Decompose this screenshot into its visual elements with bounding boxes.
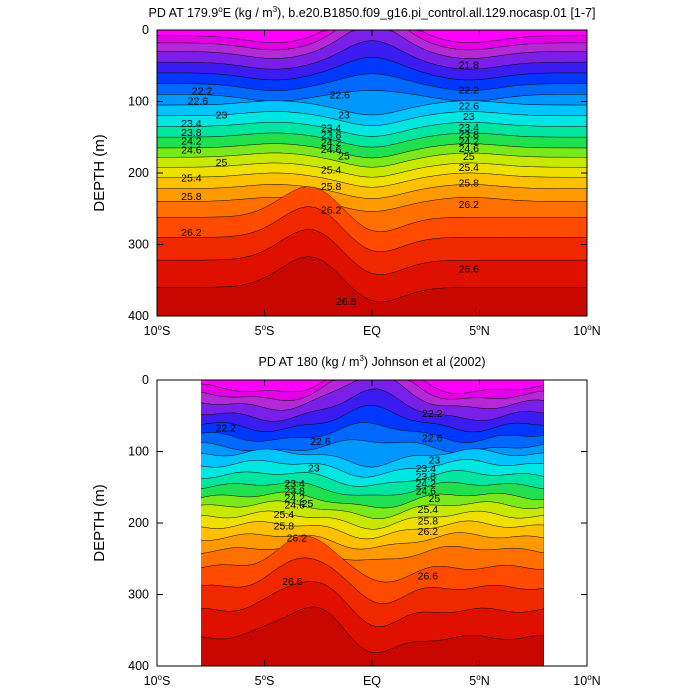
contour-label: 23.4 (416, 463, 437, 475)
contour-label: 25.8 (274, 520, 295, 532)
contour-label: 25 (338, 150, 350, 162)
contour-label: 23.4 (181, 118, 202, 130)
y-tick-label: 0 (142, 373, 149, 387)
contour-label: 26.2 (459, 199, 480, 211)
y-tick-label: 100 (128, 445, 149, 459)
panel-2-title: PD AT 180 (kg / m3) Johnson et al (2002) (258, 354, 485, 369)
contour-label: 25.8 (459, 177, 480, 189)
panel-1-y-axis-label: DEPTH (m) (91, 134, 108, 212)
contour-label: 22.6 (188, 95, 209, 107)
contour-label: 22.2 (216, 422, 237, 434)
y-tick-label: 200 (128, 516, 149, 530)
panel-1-contour-fill (157, 30, 587, 316)
contour-label: 26.6 (418, 570, 439, 582)
x-tick-label: 5oS (255, 673, 275, 688)
contour-label: 25.4 (459, 162, 480, 174)
x-tick-label: 10oS (144, 673, 171, 688)
contour-label: 25.4 (418, 504, 439, 516)
contour-label: 24.6 (321, 144, 342, 156)
contour-label: 22.2 (192, 85, 213, 97)
contour-label: 21.8 (459, 60, 480, 72)
y-tick-label: 300 (128, 588, 149, 602)
contour-label: 23 (463, 111, 475, 123)
x-tick-label: EQ (363, 674, 381, 688)
contour-label: 23.4 (321, 122, 342, 134)
contour-label: 22.2 (422, 408, 443, 420)
y-tick-label: 400 (128, 309, 149, 323)
x-tick-label: 5oN (469, 673, 489, 688)
panel-1-axes: 10oS 5oS EQ 5oN 10oN 0 100 200 300 400 (128, 23, 601, 338)
contour-label: 26.6 (459, 263, 480, 275)
contour-label: 24.2 (459, 136, 480, 148)
contour-label: 26.2 (287, 532, 308, 544)
contour-label: 23.8 (181, 127, 202, 139)
contour-label: 26.2 (181, 227, 202, 239)
contour-label: 24.2 (181, 135, 202, 147)
y-tick-label: 0 (142, 23, 149, 37)
contour-label: 25.4 (321, 165, 342, 177)
contour-label: 26.2 (321, 205, 342, 217)
contour-label: 24.2 (416, 478, 437, 490)
contour-label: 22.6 (330, 90, 351, 102)
contour-label: 26.8 (336, 296, 357, 308)
contour-label: 23.8 (416, 471, 437, 483)
contour-band (201, 606, 544, 666)
contour-label: 22.2 (459, 85, 480, 97)
contour-label: 23.4 (459, 122, 480, 134)
contour-label: 25.8 (181, 191, 202, 203)
contour-label: 24.2 (321, 137, 342, 149)
contour-label: 24.6 (181, 145, 202, 157)
contour-label: 23 (429, 455, 441, 467)
panel-2-axes: 10oS 5oS EQ 5oN 10oN 0 100 200 300 400 (128, 373, 601, 688)
y-tick-label: 100 (128, 95, 149, 109)
contour-label: 22.6 (459, 100, 480, 112)
panel-2-contour-labels: 22.222.222.622.6232323.423.423.823.824.2… (216, 408, 443, 588)
contour-label: 23.8 (321, 130, 342, 142)
contour-label: 25 (429, 493, 441, 505)
x-tick-label: 10oN (573, 673, 600, 688)
x-tick-label: EQ (363, 324, 381, 338)
x-tick-label: 5oN (469, 323, 489, 338)
y-tick-label: 200 (128, 166, 149, 180)
contour-label: 26.6 (282, 576, 303, 588)
contour-label: 24.2 (284, 492, 305, 504)
contour-label: 25.8 (321, 181, 342, 193)
contour-band (157, 256, 587, 316)
contour-label: 25.4 (274, 509, 295, 521)
contour-label: 25 (463, 151, 475, 163)
contour-label: 24.6 (416, 485, 437, 497)
contour-label: 25 (216, 157, 228, 169)
panel-2: PD AT 180 (kg / m3) Johnson et al (2002)… (91, 354, 601, 688)
contour-label: 22.6 (310, 436, 331, 448)
x-tick-label: 10oN (573, 323, 600, 338)
contour-label: 23.8 (284, 485, 305, 497)
y-tick-label: 400 (128, 659, 149, 673)
panel-2-contour-fill (201, 380, 544, 666)
y-tick-label: 300 (128, 238, 149, 252)
contour-label: 22.6 (422, 432, 443, 444)
contour-label: 23 (216, 110, 228, 122)
x-tick-label: 10oS (144, 323, 171, 338)
contour-label: 23.8 (459, 129, 480, 141)
panel-1: PD AT 179.9oE (kg / m3), b.e20.B1850.f09… (91, 5, 601, 338)
contour-label: 23 (308, 462, 320, 474)
panel-1-title: PD AT 179.9oE (kg / m3), b.e20.B1850.f09… (149, 5, 596, 20)
contour-label: 24.6 (459, 143, 480, 155)
contour-label: 24.6 (284, 500, 305, 512)
x-tick-label: 5oS (255, 323, 275, 338)
contour-label: 25 (302, 498, 314, 510)
contour-label: 26.2 (418, 526, 439, 538)
contour-label: 23.4 (284, 478, 305, 490)
contour-label: 25.4 (181, 172, 202, 184)
contour-label: 23 (338, 110, 350, 122)
panel-2-y-axis-label: DEPTH (m) (91, 484, 108, 562)
contour-label: 25.8 (418, 515, 439, 527)
